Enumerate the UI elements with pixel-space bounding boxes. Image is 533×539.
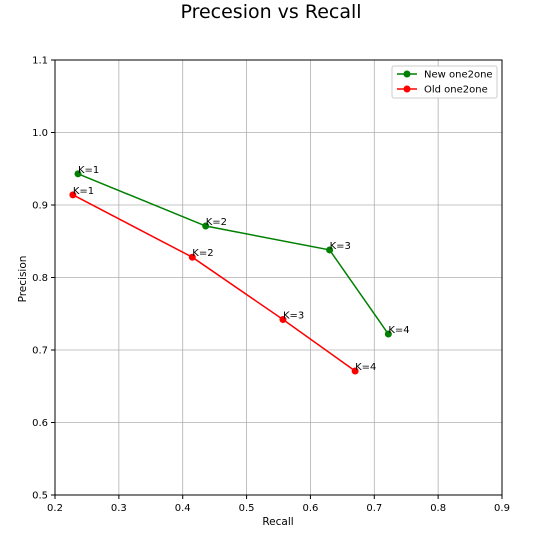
- legend-entry: New one2one: [424, 70, 493, 81]
- x-tick-label: 0.6: [302, 503, 318, 514]
- y-tick-label: 1.0: [32, 128, 48, 139]
- legend-box: [391, 65, 498, 99]
- x-tick-label: 0.9: [494, 503, 510, 514]
- point-label: K=3: [283, 311, 304, 322]
- point-label: K=2: [192, 248, 213, 259]
- data-point: [351, 367, 359, 375]
- data-point: [326, 246, 334, 254]
- data-point: [202, 222, 210, 230]
- y-tick-label: 0.5: [32, 491, 48, 502]
- legend-entry: Old one2one: [424, 85, 488, 96]
- point-label: K=3: [330, 241, 351, 252]
- y-axis-label: Precision: [17, 256, 29, 303]
- y-tick-label: 0.6: [32, 418, 48, 429]
- x-axis-label: Recall: [262, 516, 293, 528]
- data-point: [74, 170, 82, 178]
- point-label: K=4: [388, 325, 409, 336]
- data-point: [279, 316, 287, 324]
- data-point: [384, 330, 392, 338]
- x-tick-label: 0.4: [175, 503, 191, 514]
- x-tick-label: 0.7: [366, 503, 382, 514]
- plot-area: 0.2 0.3 0.4 0.5 0.6 0.7 0.8 0.9 0.5 0.6 0.7 0.8 0.9 1…: [32, 56, 510, 515]
- point-label: K=1: [73, 186, 94, 197]
- legend-marker: [403, 70, 411, 78]
- data-point: [188, 253, 196, 261]
- x-tick-label: 0.5: [239, 503, 255, 514]
- chart-title: Precesion vs Recall: [180, 1, 361, 23]
- x-tick-label: 0.8: [430, 503, 446, 514]
- point-label: K=1: [78, 165, 99, 176]
- series-line-new-one2one: [77, 173, 389, 335]
- y-tick-label: 0.7: [32, 346, 48, 357]
- legend-marker: [403, 85, 411, 93]
- y-tick-label: 0.8: [32, 273, 48, 284]
- x-tick-label: 0.3: [111, 503, 127, 514]
- y-tick-label: 0.9: [32, 201, 48, 212]
- x-tick-label: 0.2: [47, 503, 63, 514]
- y-tick-label: 1.1: [32, 56, 48, 67]
- data-point: [69, 191, 77, 199]
- point-label: K=2: [206, 217, 227, 228]
- point-label: K=4: [355, 362, 376, 373]
- series-line-old-one2one: [72, 194, 356, 372]
